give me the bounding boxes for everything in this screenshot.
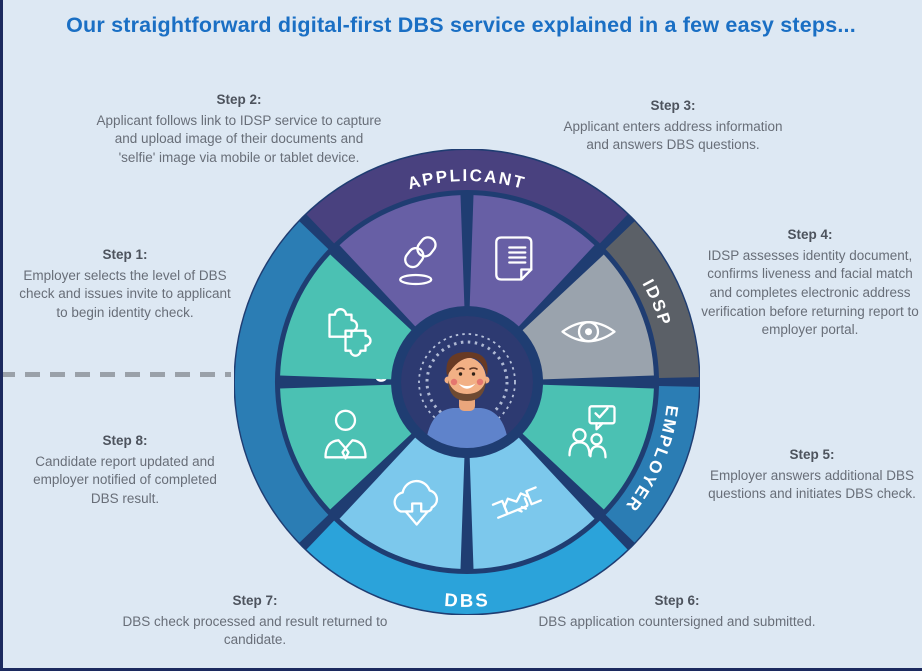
segment-chain-link [339,195,465,327]
step-6-heading: Step 6: [654,593,700,608]
step-5-body: Employer answers additional DBS question… [708,467,916,502]
ring-employer-right [605,386,699,543]
ring-idsp [605,221,699,378]
segment-puzzle [280,254,412,380]
step-5-heading: Step 5: [789,447,835,462]
step-4-body: IDSP assesses identity document, confirm… [701,247,919,338]
step-8-heading: Step 8: [102,433,148,448]
page-title: Our straightforward digital-first DBS se… [66,13,856,37]
handshake-icon [491,486,543,519]
left-edge-strip [0,0,3,671]
bottom-edge-strip [0,668,922,671]
dashed-connector-line [0,372,231,377]
step-3-text: Step 3: Applicant enters address informa… [556,97,790,155]
ring-applicant [306,150,628,244]
step-1-text: Step 1: Employer selects the level of DB… [12,246,238,323]
step-2-body: Applicant follows link to IDSP service t… [96,112,382,165]
step-1-heading: Step 1: [102,247,148,262]
step-3-body: Applicant enters address information and… [563,118,783,153]
step-4-text: Step 4: IDSP assesses identity document,… [700,226,920,340]
step-6-body: DBS application countersigned and submit… [538,613,816,629]
ring-dbs [306,520,628,614]
step-2-text: Step 2: Applicant follows link to IDSP s… [96,91,382,168]
step-4-heading: Step 4: [787,227,833,242]
applicant-avatar [418,333,516,448]
cloud-download-icon [393,479,439,526]
step-8-text: Step 8: Candidate report updated and emp… [20,432,230,509]
step-1-body: Employer selects the level of DBS check … [19,267,231,320]
ring-label-dbs: DBS [444,588,491,610]
segment-cloud-download [339,437,465,569]
people-check-icon [568,405,616,459]
ring-employer-left [234,221,329,543]
wheel-center [401,316,533,448]
businessman-icon [324,409,367,460]
puzzle-icon [328,308,372,357]
chain-link-icon [399,236,437,286]
step-5-text: Step 5: Employer answers additional DBS … [702,446,922,504]
step-3-heading: Step 3: [650,98,696,113]
step-7-text: Step 7: DBS check processed and result r… [110,592,400,650]
step-7-body: DBS check processed and result returned … [122,613,388,648]
process-wheel: APPLICANT IDSP EMPLOYER DBS EMPLOYER [234,149,700,615]
eye-icon [561,321,616,343]
segment-eye [522,254,654,380]
step-6-text: Step 6: DBS application countersigned an… [532,592,822,631]
step-7-heading: Step 7: [232,593,278,608]
step-2-heading: Step 2: [216,92,262,107]
document-icon [495,236,533,281]
step-8-body: Candidate report updated and employer no… [33,453,217,506]
